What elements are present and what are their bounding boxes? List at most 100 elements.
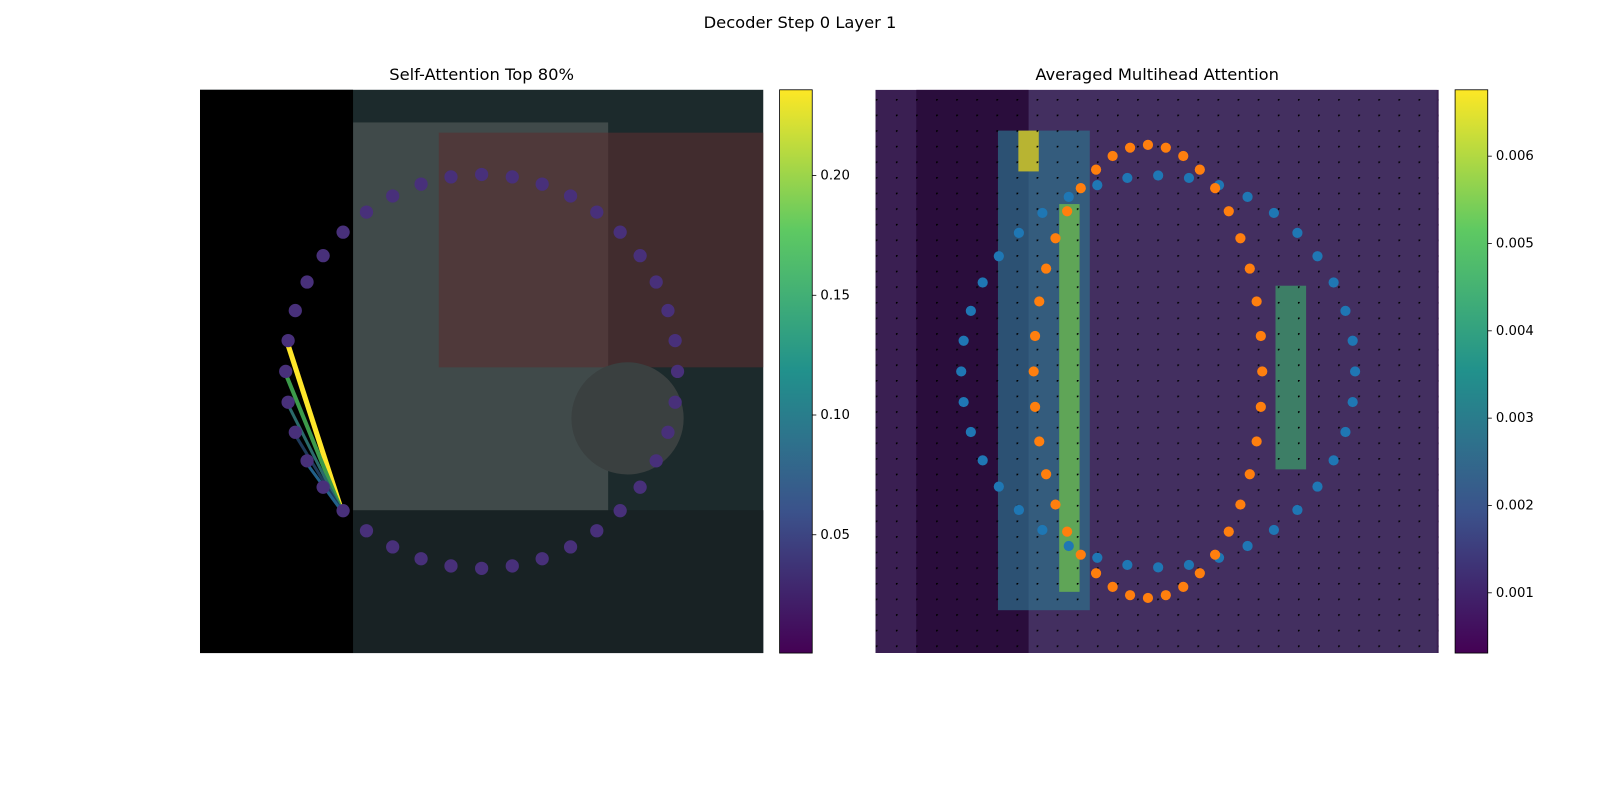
keypoint [288, 303, 302, 318]
keypoint [1075, 549, 1086, 560]
attention-link [285, 401, 344, 512]
keypoint [1251, 436, 1262, 447]
keypoint [668, 333, 682, 348]
keypoint [386, 189, 400, 203]
keypoint [1050, 233, 1061, 244]
keypoint [1153, 170, 1164, 181]
colorbar-tick-label: 0.004 [1496, 324, 1534, 339]
keypoint [563, 540, 578, 554]
keypoint [1244, 263, 1255, 274]
keypoint [1183, 559, 1195, 571]
keypoint [1124, 142, 1136, 153]
keypoint [505, 559, 519, 573]
keypoint [958, 335, 969, 346]
colorbar-tick-label: 0.001 [1496, 586, 1534, 601]
keypoint [1062, 206, 1073, 217]
keypoint [316, 249, 330, 263]
keypoint [1194, 164, 1205, 175]
keypoint [1223, 206, 1234, 217]
keypoint [956, 366, 967, 377]
keypoint [505, 170, 519, 184]
keypoint [1251, 296, 1262, 307]
keypoint [1037, 207, 1048, 219]
keypoint [1235, 499, 1246, 510]
colorbar-tick-label: 0.05 [820, 528, 850, 543]
keypoint [965, 305, 976, 316]
keypoint [1242, 540, 1253, 552]
keypoint [1268, 524, 1280, 536]
keypoint [649, 275, 663, 289]
keypoint [661, 425, 675, 439]
keypoint [1257, 366, 1268, 377]
panel-title: Averaged Multihead Attention [1035, 65, 1279, 84]
keypoint [1292, 227, 1303, 238]
keypoint [1050, 499, 1061, 510]
figure-content: Decoder Step 0 Layer 1 Self-Attention To… [199, 13, 1534, 654]
keypoint [1029, 330, 1041, 342]
keypoint [633, 480, 647, 494]
keypoint [1347, 396, 1358, 408]
keypoint [535, 552, 549, 566]
keypoint [1340, 426, 1351, 438]
keypoint [1328, 455, 1339, 466]
keypoint [336, 225, 350, 239]
keypoint [1178, 581, 1189, 592]
keypoint [444, 559, 458, 573]
keypoint [1160, 142, 1171, 153]
keypoint [1244, 469, 1255, 480]
keypoint [1255, 401, 1266, 412]
keypoint [281, 333, 295, 348]
keypoint [563, 189, 578, 203]
heatmap [875, 89, 1439, 654]
keypoint [661, 303, 675, 318]
keypoint [993, 481, 1004, 492]
keypoint [1210, 183, 1221, 194]
keypoint [474, 561, 489, 575]
keypoint [1063, 191, 1074, 202]
keypoint [1122, 172, 1133, 184]
keypoint [444, 170, 458, 184]
keypoint [1183, 172, 1195, 184]
keypoint [1075, 183, 1086, 194]
colorbar-tick-label: 0.20 [820, 169, 850, 184]
attention-link [282, 370, 344, 512]
keypoint [1122, 559, 1133, 571]
keypoint [300, 275, 314, 289]
keypoint [1142, 139, 1154, 150]
keypoint [535, 177, 549, 191]
keypoint [1034, 436, 1045, 447]
keypoint [1092, 179, 1103, 191]
ground [353, 510, 764, 654]
keypoint [649, 454, 663, 468]
keypoint [1178, 150, 1189, 162]
keypoint [590, 524, 604, 538]
keypoint [965, 426, 976, 438]
keypoint [1255, 330, 1266, 342]
figure-title: Decoder Step 0 Layer 1 [704, 13, 897, 32]
keypoint [1340, 305, 1351, 316]
keypoint [1194, 568, 1205, 579]
keypoint [1013, 227, 1025, 238]
keypoint [1062, 526, 1073, 537]
keypoint [1153, 562, 1164, 573]
keypoint [1028, 366, 1039, 377]
keypoint [670, 364, 685, 379]
keypoint [1090, 568, 1102, 579]
keypoint [977, 455, 988, 466]
colorbar [1454, 89, 1489, 654]
keypoint [1312, 481, 1323, 492]
keypoint [386, 540, 400, 554]
keypoint [1124, 590, 1136, 601]
keypoint [613, 225, 627, 239]
keypoint [414, 177, 428, 191]
padding [199, 89, 354, 654]
keypoint [336, 504, 350, 518]
colorbar-tick-label: 0.006 [1496, 149, 1534, 164]
keypoint [1242, 191, 1253, 202]
keypoint [1292, 504, 1303, 516]
keypoint [288, 425, 302, 439]
keypoint [1312, 251, 1323, 262]
keypoint [359, 524, 374, 538]
keypoint [414, 552, 428, 566]
keypoint [613, 504, 627, 518]
